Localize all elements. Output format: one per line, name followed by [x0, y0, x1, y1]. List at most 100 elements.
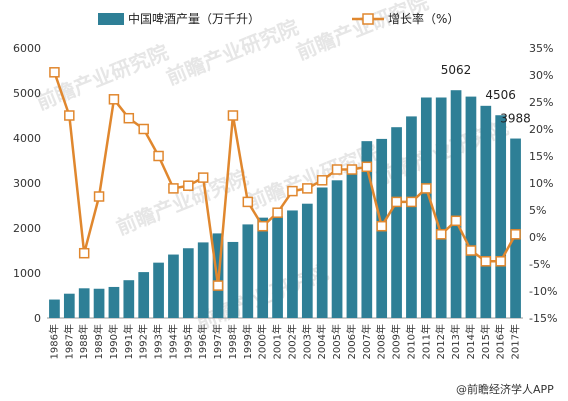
bar-2004年 [317, 188, 328, 319]
x-tick-label: 2013年 [449, 324, 462, 359]
y-right-tick-label: 20% [529, 123, 553, 136]
x-tick-label: 1987年 [62, 324, 75, 359]
x-tick-label: 2009年 [390, 324, 403, 359]
y-left-tick-label: 2000 [13, 222, 41, 235]
growth-marker-2015年 [481, 257, 490, 266]
x-tick-label: 2011年 [419, 324, 432, 359]
growth-marker-1991年 [124, 114, 133, 123]
y-right-tick-label: 10% [529, 177, 553, 190]
growth-marker-2006年 [347, 165, 356, 174]
x-tick-label: 2012年 [434, 324, 447, 359]
bar-1987年 [64, 294, 75, 318]
y-right-tick-label: 0% [529, 231, 546, 244]
bar-2016年 [495, 115, 506, 318]
growth-marker-2008年 [377, 222, 386, 231]
growth-marker-1994年 [169, 184, 178, 193]
x-tick-label: 2003年 [300, 324, 313, 359]
x-tick-label: 2014年 [464, 324, 477, 359]
bar-1999年 [242, 224, 253, 318]
bar-2002年 [287, 210, 298, 318]
bar-1995年 [183, 248, 194, 318]
x-tick-label: 2001年 [271, 324, 284, 359]
growth-marker-1992年 [139, 125, 148, 134]
x-tick-label: 2007年 [360, 324, 373, 359]
value-label-2013年: 5062 [441, 63, 472, 77]
x-tick-label: 1989年 [92, 324, 105, 359]
x-tick-label: 1997年 [211, 324, 224, 359]
growth-marker-1986年 [50, 68, 59, 77]
x-tick-label: 2015年 [479, 324, 492, 359]
legend-label-bar: 中国啤酒产量（万千升） [128, 11, 260, 26]
bar-1989年 [94, 289, 105, 318]
growth-marker-1988年 [80, 249, 89, 258]
legend-swatch-bar [98, 13, 124, 25]
x-tick-label: 1996年 [196, 324, 209, 359]
growth-marker-2017年 [511, 230, 520, 239]
growth-marker-2002年 [288, 187, 297, 196]
growth-marker-2016年 [496, 257, 505, 266]
growth-marker-1995年 [184, 181, 193, 190]
bar-2012年 [436, 98, 447, 319]
watermark-text: 前瞻产业研究院 [163, 15, 302, 90]
growth-marker-2004年 [318, 176, 327, 185]
legend-swatch-marker [363, 14, 373, 24]
x-tick-label: 1995年 [181, 324, 194, 359]
bar-2017年 [510, 139, 521, 318]
growth-marker-2010年 [407, 197, 416, 206]
source-credit: @前瞻经济学人APP [456, 382, 554, 396]
bar-2000年 [257, 218, 268, 318]
bar-2011年 [421, 98, 432, 319]
bar-1992年 [138, 272, 149, 318]
bar-2001年 [272, 216, 283, 318]
bar-1990年 [109, 287, 120, 318]
x-tick-label: 2016年 [494, 324, 507, 359]
x-tick-label: 1994年 [166, 324, 179, 359]
bar-2006年 [347, 171, 358, 318]
growth-marker-1999年 [243, 197, 252, 206]
x-tick-label: 1998年 [226, 324, 239, 359]
growth-marker-2005年 [333, 165, 342, 174]
bar-1993年 [153, 263, 164, 318]
growth-marker-2013年 [452, 216, 461, 225]
x-tick-label: 2010年 [404, 324, 417, 359]
growth-marker-1993年 [154, 152, 163, 161]
bar-2003年 [302, 204, 313, 318]
x-tick-label: 1990年 [107, 324, 120, 359]
watermark-text: 前瞻产业研究院 [243, 140, 382, 215]
bar-2010年 [406, 116, 417, 318]
x-tick-label: 2006年 [345, 324, 358, 359]
x-tick-label: 1992年 [137, 324, 150, 359]
growth-marker-1987年 [65, 111, 74, 120]
x-tick-label: 2002年 [285, 324, 298, 359]
y-left-tick-label: 5000 [13, 87, 41, 100]
watermark-text: 前瞻产业研究院 [113, 165, 252, 240]
x-tick-label: 1988年 [77, 324, 90, 359]
x-tick-label: 1999年 [241, 324, 254, 359]
bar-1994年 [168, 255, 179, 318]
value-label-2016年: 4506 [485, 88, 516, 102]
growth-marker-2001年 [273, 208, 282, 217]
x-tick-label: 1993年 [152, 324, 165, 359]
legend-label-line: 增长率（%） [388, 11, 459, 26]
y-right-tick-label: 25% [529, 96, 553, 109]
growth-marker-2011年 [422, 184, 431, 193]
x-tick-label: 2005年 [330, 324, 343, 359]
y-right-tick-label: 5% [529, 204, 546, 217]
bar-2014年 [466, 97, 477, 318]
growth-marker-1998年 [228, 111, 237, 120]
x-tick-label: 1986年 [47, 324, 60, 359]
growth-marker-1989年 [95, 192, 104, 201]
growth-marker-1997年 [214, 281, 223, 290]
growth-marker-2000年 [258, 222, 267, 231]
bar-1988年 [79, 288, 90, 318]
bar-2009年 [391, 127, 402, 318]
y-right-tick-label: -10% [529, 285, 557, 298]
bar-2013年 [451, 90, 462, 318]
x-tick-label: 2000年 [256, 324, 269, 359]
bar-1986年 [49, 300, 60, 318]
x-tick-label: 1991年 [122, 324, 135, 359]
bar-1998年 [228, 242, 239, 318]
y-left-tick-label: 6000 [13, 42, 41, 55]
